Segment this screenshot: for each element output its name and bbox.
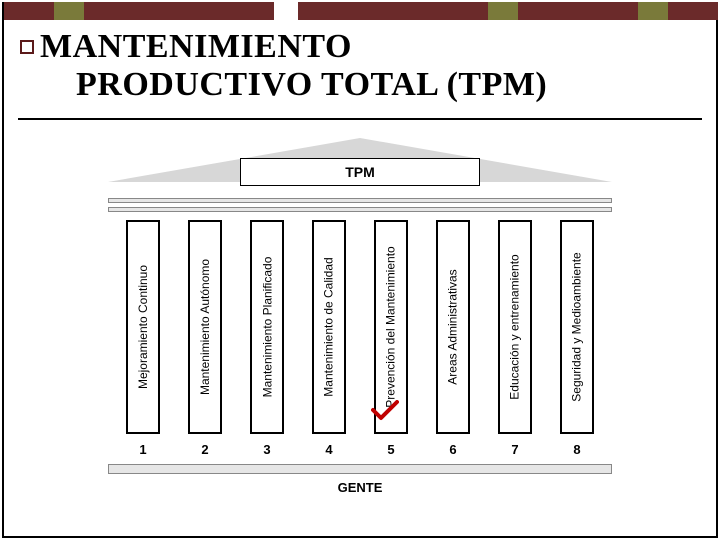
pillar-slot-1: Mejoramiento Continuo 1	[114, 220, 172, 458]
pillar-7: Educación y entrenamiento	[498, 220, 532, 434]
top-decoration-bar	[4, 2, 716, 22]
title-bullet-icon	[20, 40, 34, 54]
pillar-slot-2: Mantenimiento Autónomo 2	[176, 220, 234, 458]
pillar-2: Mantenimiento Autónomo	[188, 220, 222, 434]
slide-title: MANTENIMIENTO PRODUCTIVO TOTAL (TPM)	[40, 28, 690, 104]
temple-pediment: TPM	[108, 138, 612, 200]
pillar-label: Mantenimiento Planificado	[260, 257, 274, 398]
pillar-number: 4	[325, 442, 332, 457]
decor-segment	[274, 2, 298, 20]
pillar-number: 8	[573, 442, 580, 457]
pillar-number: 1	[139, 442, 146, 457]
pillar-label: Mantenimiento de Calidad	[322, 257, 336, 396]
pillar-slot-6: Areas Administrativas 6	[424, 220, 482, 458]
decor-segment	[298, 2, 488, 20]
pillar-6: Areas Administrativas	[436, 220, 470, 434]
pillar-slot-8: Seguridad y Medioambiente 8	[548, 220, 606, 458]
pillar-number: 6	[449, 442, 456, 457]
pillar-number: 5	[387, 442, 394, 457]
pillar-label: Areas Administrativas	[446, 269, 460, 384]
temple-base-bar	[108, 464, 612, 474]
pillar-4: Mantenimiento de Calidad	[312, 220, 346, 434]
decor-segment	[4, 2, 54, 20]
decor-segment	[668, 2, 718, 20]
entablature-bar	[108, 207, 612, 212]
pillar-number: 7	[511, 442, 518, 457]
tpm-temple-diagram: TPM Mejoramiento Continuo 1 Mantenimiento …	[108, 138, 612, 514]
pillar-number: 2	[201, 442, 208, 457]
temple-pillars-row: Mejoramiento Continuo 1 Mantenimiento Autó…	[108, 212, 612, 458]
pillar-1: Mejoramiento Continuo	[126, 220, 160, 434]
pillar-slot-4: Mantenimiento de Calidad 4	[300, 220, 358, 458]
pillar-number: 3	[263, 442, 270, 457]
pillar-3: Mantenimiento Planificado	[250, 220, 284, 434]
decor-segment	[638, 2, 668, 20]
pillar-label: Educación y entrenamiento	[508, 254, 522, 399]
pillar-5: Prevención del Mantenimiento	[374, 220, 408, 434]
temple-entablature	[108, 198, 612, 212]
pillar-slot-7: Educación y entrenamiento 7	[486, 220, 544, 458]
decor-segment	[518, 2, 638, 20]
decor-segment	[54, 2, 84, 20]
pillar-label: Mejoramiento Continuo	[136, 265, 150, 389]
decor-segment	[488, 2, 518, 20]
pillar-slot-3: Mantenimiento Planificado 3	[238, 220, 296, 458]
temple-roof-label: TPM	[240, 158, 480, 186]
title-line-1: MANTENIMIENTO	[40, 28, 690, 66]
temple-base-label: GENTE	[108, 480, 612, 495]
pillar-label: Mantenimiento Autónomo	[198, 259, 212, 395]
pillar-slot-5: Prevención del Mantenimiento 5	[362, 220, 420, 458]
title-underline	[18, 118, 702, 120]
decor-segment	[84, 2, 274, 20]
title-line-2: PRODUCTIVO TOTAL (TPM)	[76, 66, 690, 104]
pillar-label: Prevención del Mantenimiento	[384, 246, 398, 407]
pillar-8: Seguridad y Medioambiente	[560, 220, 594, 434]
pillar-label: Seguridad y Medioambiente	[570, 252, 584, 401]
